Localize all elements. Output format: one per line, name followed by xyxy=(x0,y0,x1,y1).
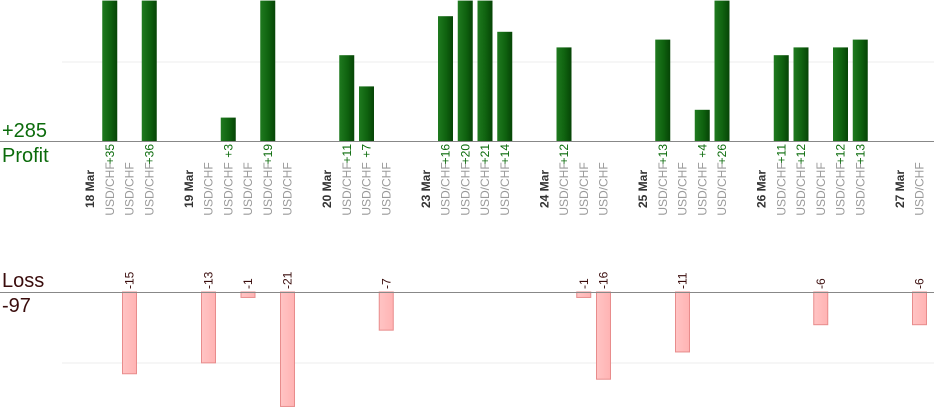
trade-label: USD/CHF xyxy=(478,162,492,215)
profit-bar xyxy=(339,55,355,142)
date-label: 18 Mar xyxy=(83,170,97,208)
loss-bar xyxy=(378,291,394,331)
profit-bar xyxy=(694,109,710,141)
profit-bar xyxy=(497,31,513,141)
trade-label: USD/CHF xyxy=(439,162,453,215)
loss-value-label: -1 xyxy=(577,278,591,289)
profit-value-label: +3 xyxy=(221,144,235,158)
profit-value-label: +20 xyxy=(458,144,472,165)
trade-label: USD/CHF xyxy=(142,162,156,215)
profit-value-label: +12 xyxy=(557,144,571,165)
profit-bar xyxy=(793,47,809,141)
loss-value-label: -21 xyxy=(281,271,295,289)
date-label: 19 Mar xyxy=(182,170,196,208)
date-label: 24 Mar xyxy=(537,170,551,208)
loss-value-label: -6 xyxy=(913,278,927,289)
date-label: 23 Mar xyxy=(419,170,433,208)
profit-value-label: +16 xyxy=(439,144,453,165)
trade-label: USD/CHF xyxy=(360,162,374,215)
profit-bar xyxy=(655,39,671,141)
loss-bar xyxy=(912,291,927,326)
loss-value-label: -13 xyxy=(202,271,216,289)
trade-label: USD/CHF xyxy=(794,162,808,215)
date-label: 27 Mar xyxy=(893,170,907,208)
profit-value-label: +35 xyxy=(103,144,117,165)
profit-value-label: +4 xyxy=(695,144,709,158)
date-label: 25 Mar xyxy=(636,170,650,208)
trade-label: USD/CHF xyxy=(202,162,216,215)
trade-label: USD/CHF xyxy=(379,162,393,215)
trade-label: USD/CHF xyxy=(774,162,788,215)
profit-bar xyxy=(438,16,453,142)
trade-label: USD/CHF xyxy=(577,162,591,215)
trade-label: USD/CHF xyxy=(241,162,255,215)
loss-value-label: -16 xyxy=(597,271,611,289)
trade-label: USD/CHF xyxy=(834,162,848,215)
trade-label: USD/CHF xyxy=(695,162,709,215)
trade-label: USD/CHF xyxy=(814,162,828,215)
trade-label: USD/CHF xyxy=(498,162,512,215)
trade-label: USD/CHF xyxy=(103,162,117,215)
profit-bar xyxy=(477,0,493,141)
profit-value-label: +12 xyxy=(794,144,808,165)
profit-bar xyxy=(260,0,276,141)
profit-total: +285 xyxy=(2,120,48,142)
trade-label: USD/CHF xyxy=(853,162,867,215)
profit-bar xyxy=(457,0,473,141)
trade-label: USD/CHF xyxy=(557,162,571,215)
trade-label: USD/CHF xyxy=(123,162,137,215)
profit-bar xyxy=(359,86,374,141)
trade-label: USD/CHF xyxy=(597,162,611,215)
trade-label: USD/CHF xyxy=(676,162,690,215)
profit-value-label: +7 xyxy=(360,144,374,158)
loss-label: Loss xyxy=(2,270,45,292)
trade-label: USD/CHF xyxy=(261,162,275,215)
loss-bar xyxy=(122,291,137,375)
loss-bar xyxy=(280,291,295,407)
profit-bar xyxy=(141,0,157,141)
profit-value-label: +11 xyxy=(774,144,788,164)
profit-bar xyxy=(220,117,236,141)
profit-value-label: +13 xyxy=(656,144,670,165)
trade-label: USD/CHF xyxy=(715,162,729,215)
profit-value-label: +14 xyxy=(498,144,512,165)
trade-label: USD/CHF xyxy=(281,162,295,215)
profit-bar xyxy=(852,39,868,141)
profit-value-label: +12 xyxy=(834,144,848,165)
profit-bar xyxy=(556,47,572,141)
trade-label: USD/CHF xyxy=(340,162,354,215)
loss-bar xyxy=(596,291,611,380)
profit-bar xyxy=(833,47,848,141)
loss-bar xyxy=(675,291,690,353)
profit-value-label: +26 xyxy=(715,144,729,165)
profit-label: Profit xyxy=(2,145,49,167)
loss-value-label: -15 xyxy=(123,271,137,289)
loss-bar xyxy=(201,291,216,364)
loss-total: -97 xyxy=(2,295,31,317)
date-label: 20 Mar xyxy=(320,170,334,208)
loss-bar xyxy=(813,291,829,326)
loss-value-label: -1 xyxy=(241,278,255,289)
profit-value-label: +11 xyxy=(340,144,354,164)
trade-label: USD/CHF xyxy=(913,162,927,215)
trade-label: USD/CHF xyxy=(221,162,235,215)
profit-value-label: +19 xyxy=(261,144,275,165)
trade-label: USD/CHF xyxy=(656,162,670,215)
profit-value-label: +21 xyxy=(478,144,492,165)
loss-value-label: -6 xyxy=(814,278,828,289)
profit-bar xyxy=(714,0,730,141)
profit-value-label: +13 xyxy=(853,144,867,165)
profit-value-label: +36 xyxy=(142,144,156,165)
date-label: 26 Mar xyxy=(755,170,769,208)
trade-label: USD/CHF xyxy=(458,162,472,215)
profit-bar xyxy=(102,0,118,141)
loss-value-label: -7 xyxy=(379,278,393,289)
profit-bar xyxy=(773,55,789,142)
loss-value-label: -11 xyxy=(676,272,690,289)
